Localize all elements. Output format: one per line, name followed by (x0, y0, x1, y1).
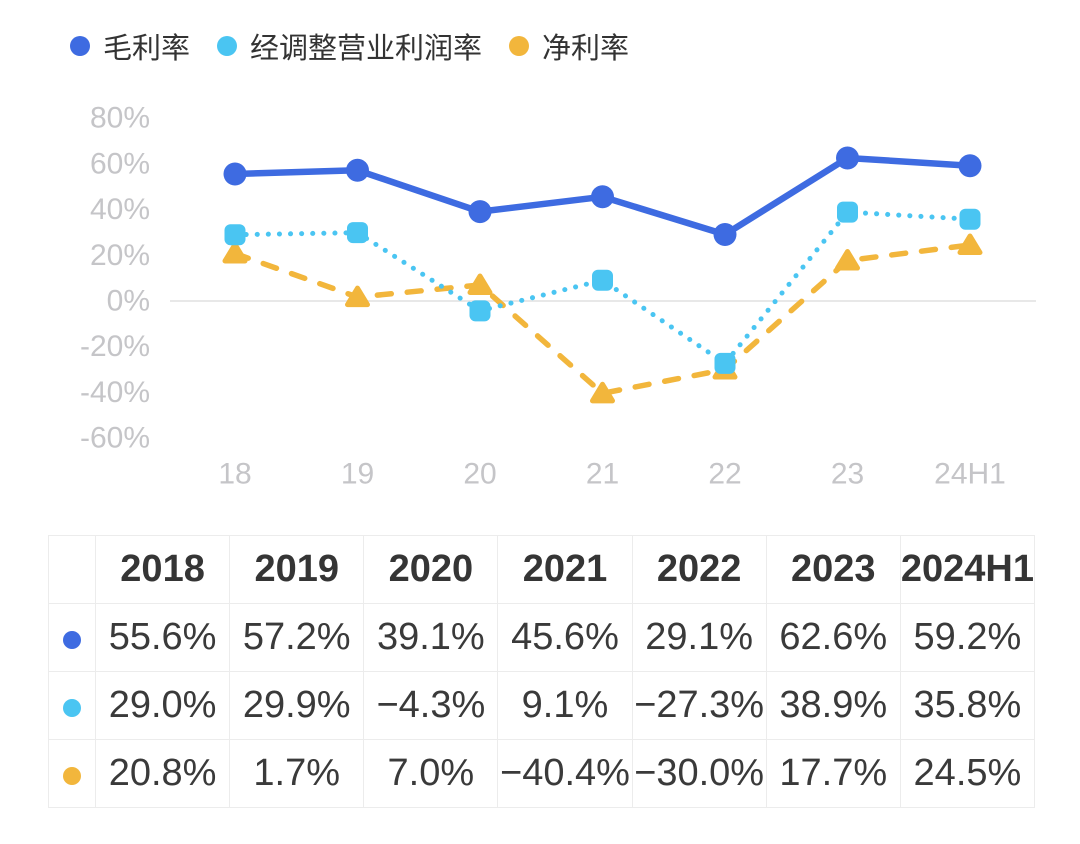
legend-label: 毛利率 (103, 33, 191, 65)
table-cell: 39.1% (363, 603, 499, 672)
data-point-marker (714, 352, 736, 374)
table-header-cell: 2021 (497, 535, 633, 604)
table-cell: 62.6% (765, 603, 901, 672)
x-axis-tick-label: 19 (341, 458, 374, 491)
table-cell: 29.1% (631, 603, 767, 672)
series-dot-icon (63, 631, 81, 649)
series-2 (222, 233, 983, 404)
series-dot-icon (63, 767, 81, 785)
legend-label: 经调整营业利润率 (250, 33, 483, 65)
data-point-marker (346, 158, 369, 182)
data-table: 2018 2019 2020 2021 2022 2023 2024H1 55.6% 57.2%… (48, 535, 1036, 808)
table-cell: 20.8% (94, 739, 231, 808)
table-cell: 1.7% (229, 739, 365, 808)
table-cell: 7.0% (363, 739, 499, 808)
line-chart: 80% 60% 40% 20% 0% -20% -40% -60% 18 19 20 21 22 23 24… (80, 102, 1036, 491)
table-header-cell (48, 535, 96, 604)
y-axis-tick-label: -60% (80, 422, 150, 455)
table-cell: 24.5% (899, 739, 1036, 808)
data-point-marker (469, 300, 491, 322)
legend-item-1[interactable]: 经调整营业利润率 (217, 25, 482, 67)
chart-legend: 毛利率 经调整营业利润率 净利率 (70, 25, 629, 67)
y-axis-tick-label: 0% (107, 285, 150, 318)
table-cell: 35.8% (899, 671, 1036, 740)
legend-item-0[interactable]: 毛利率 (70, 25, 190, 67)
data-point-marker (592, 269, 613, 291)
table-header-cell: 2018 (94, 535, 231, 604)
data-point-marker (837, 201, 858, 223)
x-axis-tick-label: 24H1 (934, 458, 1006, 491)
table-cell: 17.7% (765, 739, 901, 808)
table-cell: 9.1% (497, 671, 633, 740)
table-cell: 29.9% (229, 671, 365, 740)
table-header-cell: 2023 (765, 535, 901, 604)
table-cell: 55.6% (94, 603, 231, 672)
y-axis-tick-label: 60% (90, 147, 150, 180)
table-cell: −27.3% (631, 671, 767, 740)
legend-dot-icon (217, 36, 238, 56)
data-point-marker (713, 223, 737, 247)
y-axis-tick-label: 80% (90, 102, 150, 135)
data-point-marker (467, 273, 493, 296)
data-point-marker (590, 381, 615, 404)
data-point-marker (222, 241, 248, 264)
data-point-marker (345, 285, 370, 308)
table-cell: −40.4% (497, 739, 633, 808)
legend-item-2[interactable]: 净利率 (509, 25, 629, 67)
series-dot-cell (48, 671, 96, 740)
table-header-cell: 2022 (631, 535, 767, 604)
table-cell: −30.0% (631, 739, 767, 808)
table-header-row: 2018 2019 2020 2021 2022 2023 2024H1 (48, 535, 1036, 604)
table-row-1: 29.0% 29.9% −4.3% 9.1% −27.3% 38.9% 35.8% (48, 671, 1036, 740)
data-point-marker (958, 154, 982, 178)
table-header-cell: 2024H1 (899, 535, 1036, 604)
data-point-marker (959, 208, 981, 230)
data-point-marker (347, 222, 368, 244)
series-dot-cell (48, 603, 96, 672)
y-axis-tick-label: 40% (90, 193, 150, 226)
table-row-0: 55.6% 57.2% 39.1% 45.6% 29.1% 62.6% 59.2% (48, 603, 1036, 672)
x-axis-tick-label: 20 (463, 458, 496, 491)
table-header-cell: 2019 (229, 535, 365, 604)
table-cell: 59.2% (899, 603, 1036, 672)
data-point-marker (835, 249, 860, 271)
y-axis-tick-label: -40% (80, 376, 150, 409)
x-axis-tick-label: 18 (218, 458, 251, 491)
table-row-2: 20.8% 1.7% 7.0% −40.4% −30.0% 17.7% 24.5% (48, 739, 1036, 808)
y-axis-tick-label: -20% (80, 330, 150, 363)
series-dot-cell (48, 739, 96, 808)
data-point-marker (957, 233, 983, 256)
table-header-cell: 2020 (363, 535, 499, 604)
data-point-marker (836, 146, 859, 170)
x-axis-tick-label: 23 (831, 458, 864, 491)
table-cell: −4.3% (363, 671, 499, 740)
data-point-marker (224, 224, 246, 246)
table-cell: 45.6% (497, 603, 633, 672)
legend-label: 净利率 (542, 33, 630, 65)
series-1 (224, 201, 981, 374)
legend-dot-icon (70, 36, 90, 56)
series-0 (223, 146, 982, 247)
data-point-marker (223, 162, 247, 186)
x-axis-tick-label: 22 (708, 458, 741, 491)
x-axis-tick-label: 21 (586, 458, 619, 491)
y-axis-tick-label: 20% (90, 239, 150, 272)
table-cell: 29.0% (94, 671, 231, 740)
series-dot-icon (63, 699, 81, 717)
legend-dot-icon (509, 36, 530, 56)
data-point-marker (468, 200, 492, 224)
data-point-marker (591, 185, 614, 209)
table-cell: 57.2% (229, 603, 365, 672)
table-cell: 38.9% (765, 671, 901, 740)
